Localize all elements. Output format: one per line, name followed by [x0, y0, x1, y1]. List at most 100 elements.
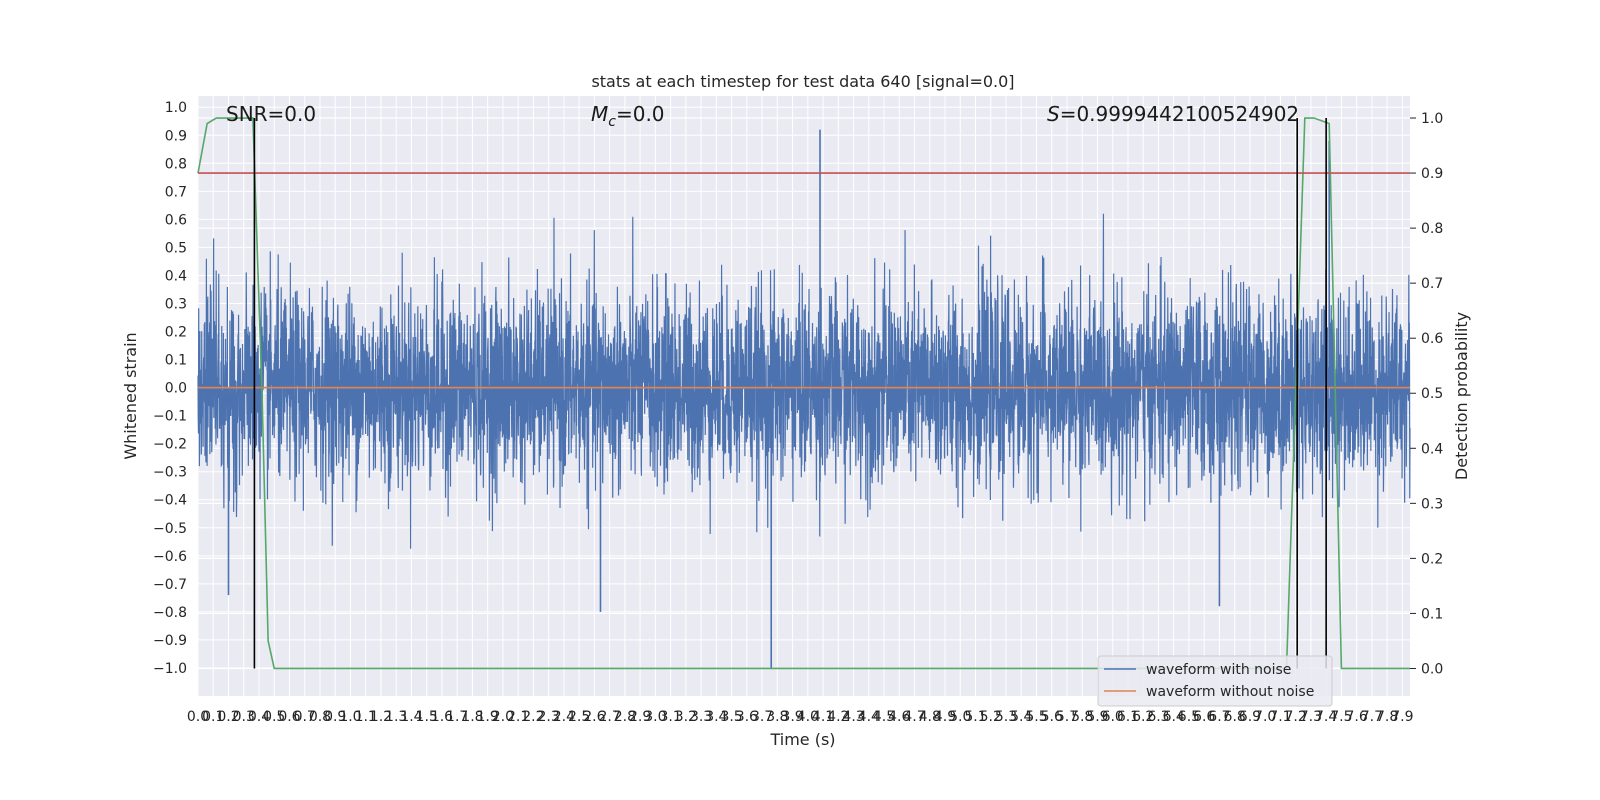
x-tick-label-10: 1.0: [339, 709, 361, 725]
x-tick-label-41: 4.1: [812, 709, 834, 725]
x-axis-label: Time (s): [769, 730, 835, 749]
x-tick-label-12: 1.2: [370, 709, 392, 725]
x-tick-label-51: 5.1: [964, 709, 986, 725]
chart-title: stats at each timestep for test data 640…: [591, 72, 1014, 91]
x-tick-label-7: 0.7: [294, 709, 316, 725]
y-tick-label-15: −0.5: [153, 521, 187, 537]
x-tick-label-45: 4.5: [873, 709, 895, 725]
x-tick-label-2: 0.2: [217, 709, 239, 725]
y-tick-label-4: 0.6: [165, 212, 187, 228]
x-tick-label-62: 6.2: [1132, 709, 1154, 725]
y-tick-label-7: 0.3: [165, 296, 187, 312]
x-tick-label-44: 4.4: [858, 709, 880, 725]
x-tick-label-47: 4.7: [903, 709, 925, 725]
y-tick-label-1: 0.9: [165, 128, 187, 144]
y-right-tick-label-6: 0.4: [1421, 441, 1443, 457]
x-tick-label-34: 3.4: [705, 709, 727, 725]
x-tick-label-76: 7.6: [1346, 709, 1368, 725]
y-right-tick-label-1: 0.9: [1421, 166, 1443, 182]
y-tick-label-18: −0.8: [153, 605, 187, 621]
y-right-tick-label-5: 0.5: [1421, 386, 1443, 402]
x-tick-label-58: 5.8: [1071, 709, 1093, 725]
x-tick-label-28: 2.8: [614, 709, 636, 725]
y-right-tick-label-7: 0.3: [1421, 496, 1443, 512]
y-tick-label-5: 0.5: [165, 240, 187, 256]
legend-label-waveform-without-noise: waveform without noise: [1146, 684, 1314, 700]
x-tick-label-69: 6.9: [1239, 709, 1261, 725]
x-tick-label-75: 7.5: [1330, 709, 1352, 725]
x-tick-label-43: 4.3: [842, 709, 864, 725]
y-axis-label-left: Whitened strain: [121, 332, 140, 459]
legend-label-waveform-with-noise: waveform with noise: [1146, 662, 1291, 678]
x-tick-label-11: 1.1: [355, 709, 377, 725]
x-tick-label-53: 5.3: [995, 709, 1017, 725]
x-tick-label-5: 0.5: [263, 709, 285, 725]
y-right-tick-label-8: 0.2: [1421, 551, 1443, 567]
x-tick-label-72: 7.2: [1285, 709, 1307, 725]
x-tick-label-56: 5.6: [1041, 709, 1063, 725]
x-tick-label-33: 3.3: [690, 709, 712, 725]
x-tick-label-21: 2.1: [507, 709, 529, 725]
x-tick-label-0: 0.0: [187, 709, 209, 725]
legend: waveform with noise waveform without noi…: [1097, 655, 1333, 707]
series-waveform-with-noise: [197, 129, 1411, 668]
x-tick-label-22: 2.2: [522, 709, 544, 725]
x-tick-label-48: 4.8: [919, 709, 941, 725]
x-tick-label-3: 0.3: [233, 709, 255, 725]
y-right-tick-label-10: 0.0: [1421, 661, 1443, 677]
y-tick-label-14: −0.4: [153, 493, 187, 509]
x-tick-label-24: 2.4: [553, 709, 575, 725]
x-tick-label-32: 3.2: [675, 709, 697, 725]
x-tick-label-55: 5.5: [1025, 709, 1047, 725]
x-tick-label-42: 4.2: [827, 709, 849, 725]
x-tick-label-65: 6.5: [1178, 709, 1200, 725]
y-right-tick-label-0: 1.0: [1421, 111, 1443, 127]
y-axis-left-ticks: 1.0 0.9 0.8 0.7 0.6 0.5 0.4 0.3 0.2 0.1 0.0 −0.1 −0.…: [153, 100, 187, 677]
y-tick-label-17: −0.7: [153, 577, 187, 593]
x-tick-label-78: 7.8: [1376, 709, 1398, 725]
x-tick-label-64: 6.4: [1163, 709, 1185, 725]
x-tick-label-25: 2.5: [568, 709, 590, 725]
y-tick-label-8: 0.2: [165, 325, 187, 341]
y-axis-label-right: Detection probability: [1452, 312, 1471, 480]
y-tick-label-6: 0.4: [165, 268, 187, 284]
x-tick-label-50: 5.0: [949, 709, 971, 725]
noise-trace-path: [197, 213, 1411, 549]
x-tick-label-74: 7.4: [1315, 709, 1337, 725]
x-tick-label-35: 3.5: [720, 709, 742, 725]
x-tick-label-54: 5.4: [1010, 709, 1032, 725]
x-tick-label-29: 2.9: [629, 709, 651, 725]
y-tick-label-19: −0.9: [153, 633, 187, 649]
x-tick-label-66: 6.6: [1193, 709, 1215, 725]
x-axis-ticks: 0.00.10.20.30.40.50.60.70.80.91.01.11.21…: [187, 709, 1414, 725]
x-tick-label-36: 3.6: [736, 709, 758, 725]
x-tick-label-67: 6.7: [1208, 709, 1230, 725]
x-tick-label-14: 1.4: [400, 709, 422, 725]
annotation-mc: Mc=0.0: [591, 102, 665, 130]
x-tick-label-57: 5.7: [1056, 709, 1078, 725]
y-right-tick-label-2: 0.8: [1421, 221, 1443, 237]
x-tick-label-61: 6.1: [1117, 709, 1139, 725]
x-tick-label-4: 0.4: [248, 709, 270, 725]
y-tick-label-2: 0.8: [165, 156, 187, 172]
x-tick-label-79: 7.9: [1391, 709, 1413, 725]
y-right-tick-label-9: 0.1: [1421, 606, 1443, 622]
y-tick-label-3: 0.7: [165, 184, 187, 200]
x-tick-label-63: 6.3: [1147, 709, 1169, 725]
x-tick-label-17: 1.7: [446, 709, 468, 725]
x-tick-label-37: 3.7: [751, 709, 773, 725]
y-right-tick-label-4: 0.6: [1421, 331, 1443, 347]
annotation-snr: SNR=0.0: [226, 102, 316, 126]
y-tick-label-13: −0.3: [153, 465, 187, 481]
x-tick-label-18: 1.8: [461, 709, 483, 725]
x-tick-label-27: 2.7: [598, 709, 620, 725]
x-tick-label-20: 2.0: [492, 709, 514, 725]
x-tick-label-6: 0.6: [278, 709, 300, 725]
y-right-tick-label-3: 0.7: [1421, 276, 1443, 292]
x-tick-label-19: 1.9: [477, 709, 499, 725]
x-tick-label-70: 7.0: [1254, 709, 1276, 725]
x-tick-label-49: 4.9: [934, 709, 956, 725]
y-tick-label-0: 1.0: [165, 100, 187, 116]
x-tick-label-31: 3.1: [659, 709, 681, 725]
